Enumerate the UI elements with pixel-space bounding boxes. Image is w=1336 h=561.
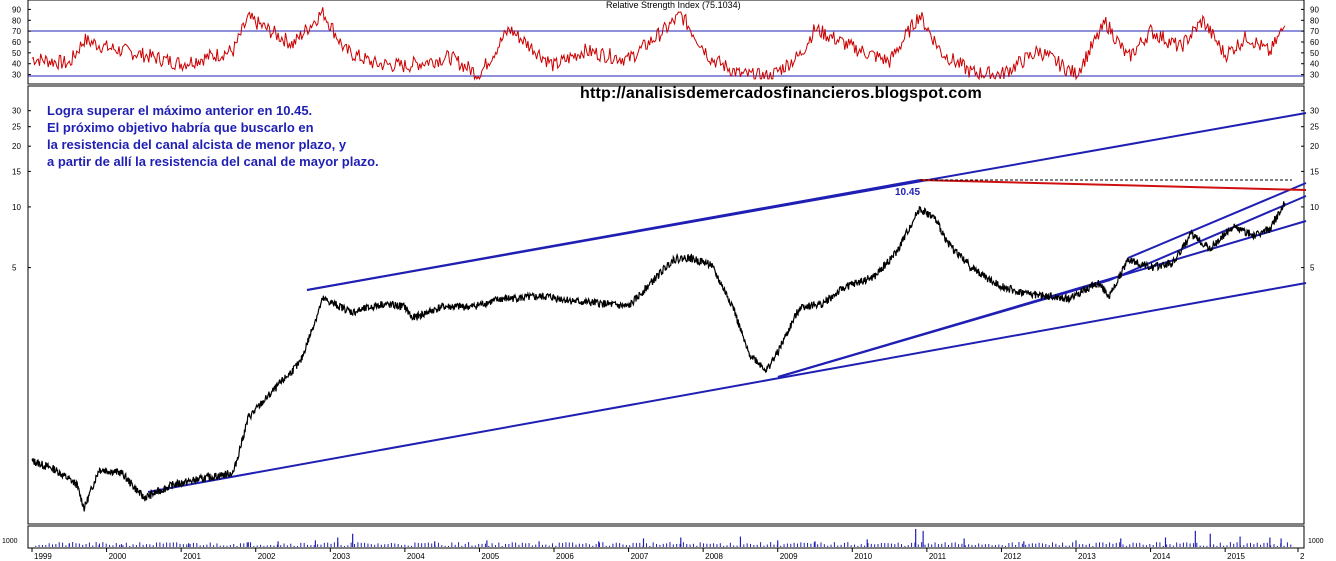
x-tick-label: 2015 bbox=[1227, 552, 1245, 561]
rsi-line bbox=[31, 7, 1286, 81]
price-tick-label: 10 bbox=[1310, 203, 1319, 212]
x-tick-label: 2 bbox=[1300, 552, 1305, 561]
price-tick-label: 15 bbox=[12, 167, 21, 176]
resistance-line bbox=[919, 179, 1307, 191]
annotation-line-4: a partir de allí la resistencia del cana… bbox=[47, 154, 379, 169]
x-tick-label: 2013 bbox=[1078, 552, 1096, 561]
rsi-tick-label: 30 bbox=[1310, 71, 1319, 80]
rsi-tick-label: 90 bbox=[1310, 5, 1319, 14]
price-tick-label: 15 bbox=[1310, 167, 1319, 176]
annotation-line-3: la resistencia del canal alcista de meno… bbox=[47, 137, 347, 152]
price-tick-label: 10 bbox=[12, 203, 21, 212]
rsi-tick-label: 40 bbox=[12, 60, 21, 69]
price-tick-label: 25 bbox=[12, 123, 21, 132]
x-tick-label: 2001 bbox=[183, 552, 201, 561]
price-tick-label: 30 bbox=[12, 107, 21, 116]
x-tick-label: 2010 bbox=[854, 552, 872, 561]
x-tick-label: 2011 bbox=[929, 552, 947, 561]
x-tick-label: 2012 bbox=[1003, 552, 1021, 561]
x-tick-label: 2014 bbox=[1153, 552, 1171, 561]
trend-lines bbox=[147, 112, 1307, 493]
price-line bbox=[31, 201, 1286, 512]
rsi-tick-label: 30 bbox=[12, 71, 21, 80]
peak-label: 10.45 bbox=[895, 187, 920, 198]
x-tick-label: 2007 bbox=[631, 552, 649, 561]
price-tick-label: 5 bbox=[1310, 264, 1315, 273]
volume-panel bbox=[27, 525, 1305, 549]
price-panel bbox=[27, 85, 1305, 525]
rsi-tick-label: 50 bbox=[12, 49, 21, 58]
x-tick-label: 2006 bbox=[556, 552, 574, 561]
x-tick-label: 2002 bbox=[258, 552, 276, 561]
rsi-tick-label: 60 bbox=[12, 38, 21, 47]
x-tick-label: 2008 bbox=[705, 552, 723, 561]
rsi-title: Relative Strength Index (75.1034) bbox=[606, 0, 741, 10]
rsi-tick-label: 40 bbox=[1310, 60, 1319, 69]
x-tick-label: 2004 bbox=[407, 552, 425, 561]
blog-url: http://analisisdemercadosfinancieros.blo… bbox=[580, 85, 982, 102]
annotation-line-1: Logra superar el máximo anterior en 10.4… bbox=[47, 103, 313, 118]
rsi-tick-label: 80 bbox=[12, 16, 21, 25]
x-tick-label: 1999 bbox=[34, 552, 52, 561]
rsi-tick-label: 50 bbox=[1310, 49, 1319, 58]
long-term-channel-lower bbox=[147, 282, 1307, 493]
x-tick-label: 2009 bbox=[780, 552, 798, 561]
rsi-tick-label: 70 bbox=[12, 27, 21, 36]
upper-channel-top bbox=[306, 179, 921, 291]
volume-axis-label-left: 1000 bbox=[2, 538, 18, 545]
rsi-tick-label: 90 bbox=[12, 5, 21, 14]
rsi-tick-label: 60 bbox=[1310, 38, 1319, 47]
annotation-line-2: El próximo objetivo habría que buscarlo … bbox=[47, 120, 314, 135]
annotation-box: Logra superar el máximo anterior en 10.4… bbox=[47, 102, 379, 170]
price-tick-label: 5 bbox=[12, 264, 17, 273]
rsi-tick-label: 80 bbox=[1310, 16, 1319, 25]
price-tick-label: 30 bbox=[1310, 107, 1319, 116]
price-tick-label: 20 bbox=[12, 142, 21, 151]
rsi-tick-label: 70 bbox=[1310, 27, 1319, 36]
volume-axis-label-right: 1000 bbox=[1308, 538, 1324, 545]
x-tick-label: 2003 bbox=[332, 552, 350, 561]
price-tick-label: 25 bbox=[1310, 123, 1319, 132]
x-tick-label: 2005 bbox=[481, 552, 499, 561]
x-tick-label: 2000 bbox=[109, 552, 127, 561]
price-tick-label: 20 bbox=[1310, 142, 1319, 151]
short-channel-upper bbox=[1127, 182, 1307, 259]
